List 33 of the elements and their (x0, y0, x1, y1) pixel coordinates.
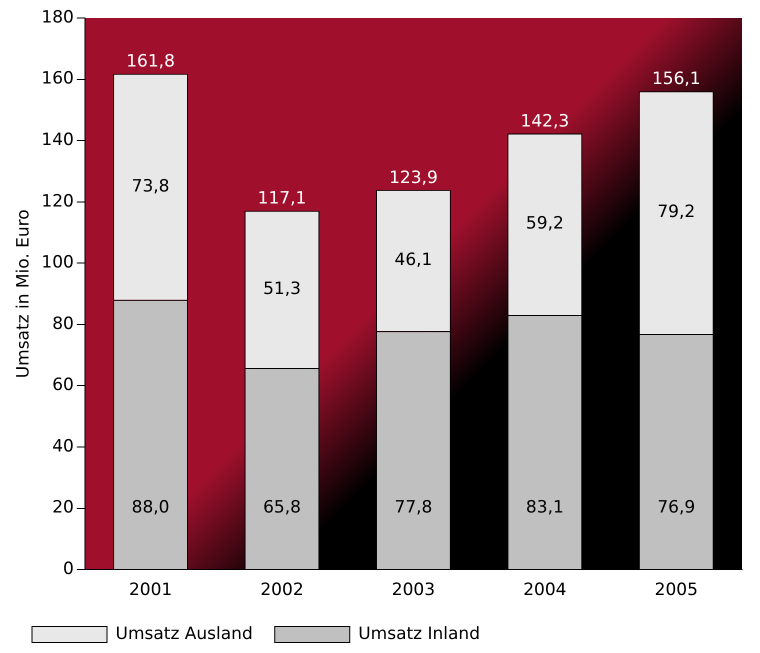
data-label: 76,9 (657, 498, 696, 518)
data-label: 46,1 (394, 250, 432, 270)
x-tick-label: 2003 (392, 580, 436, 600)
data-label: 73,8 (132, 176, 170, 196)
y-tick-label: 100 (41, 252, 74, 273)
data-label: 59,2 (526, 214, 564, 234)
y-tick-label: 80 (52, 314, 74, 334)
total-label: 142,3 (520, 111, 570, 132)
x-tick-label: 2002 (260, 580, 304, 600)
y-axis-title: Umsatz in Mio. Euro (14, 209, 34, 378)
x-tick-label: 2001 (128, 580, 172, 600)
y-tick-label: 140 (41, 130, 74, 150)
data-label: 51,3 (263, 278, 301, 299)
total-label: 161,8 (126, 52, 175, 72)
legend-label: Umsatz Ausland (116, 624, 253, 644)
legend-label: Umsatz Inland (358, 624, 480, 644)
data-label: 83,1 (526, 498, 564, 518)
x-tick-label: 2005 (654, 580, 698, 600)
x-tick-label: 2004 (523, 580, 566, 600)
y-tick-label: 160 (41, 68, 74, 89)
total-label: 117,1 (258, 188, 306, 209)
data-label: 88,0 (132, 498, 170, 518)
y-tick-label: 20 (52, 498, 74, 518)
y-tick-label: 0 (63, 559, 74, 580)
y-tick-label: 40 (52, 436, 74, 456)
data-label: 79,2 (657, 202, 696, 222)
data-label: 77,8 (394, 498, 432, 518)
y-tick-label: 60 (52, 375, 74, 396)
total-label: 123,9 (389, 168, 438, 188)
data-label: 65,8 (263, 498, 301, 518)
y-tick-label: 180 (41, 7, 74, 28)
y-tick-label: 120 (41, 191, 74, 212)
total-label: 156,1 (652, 69, 701, 90)
